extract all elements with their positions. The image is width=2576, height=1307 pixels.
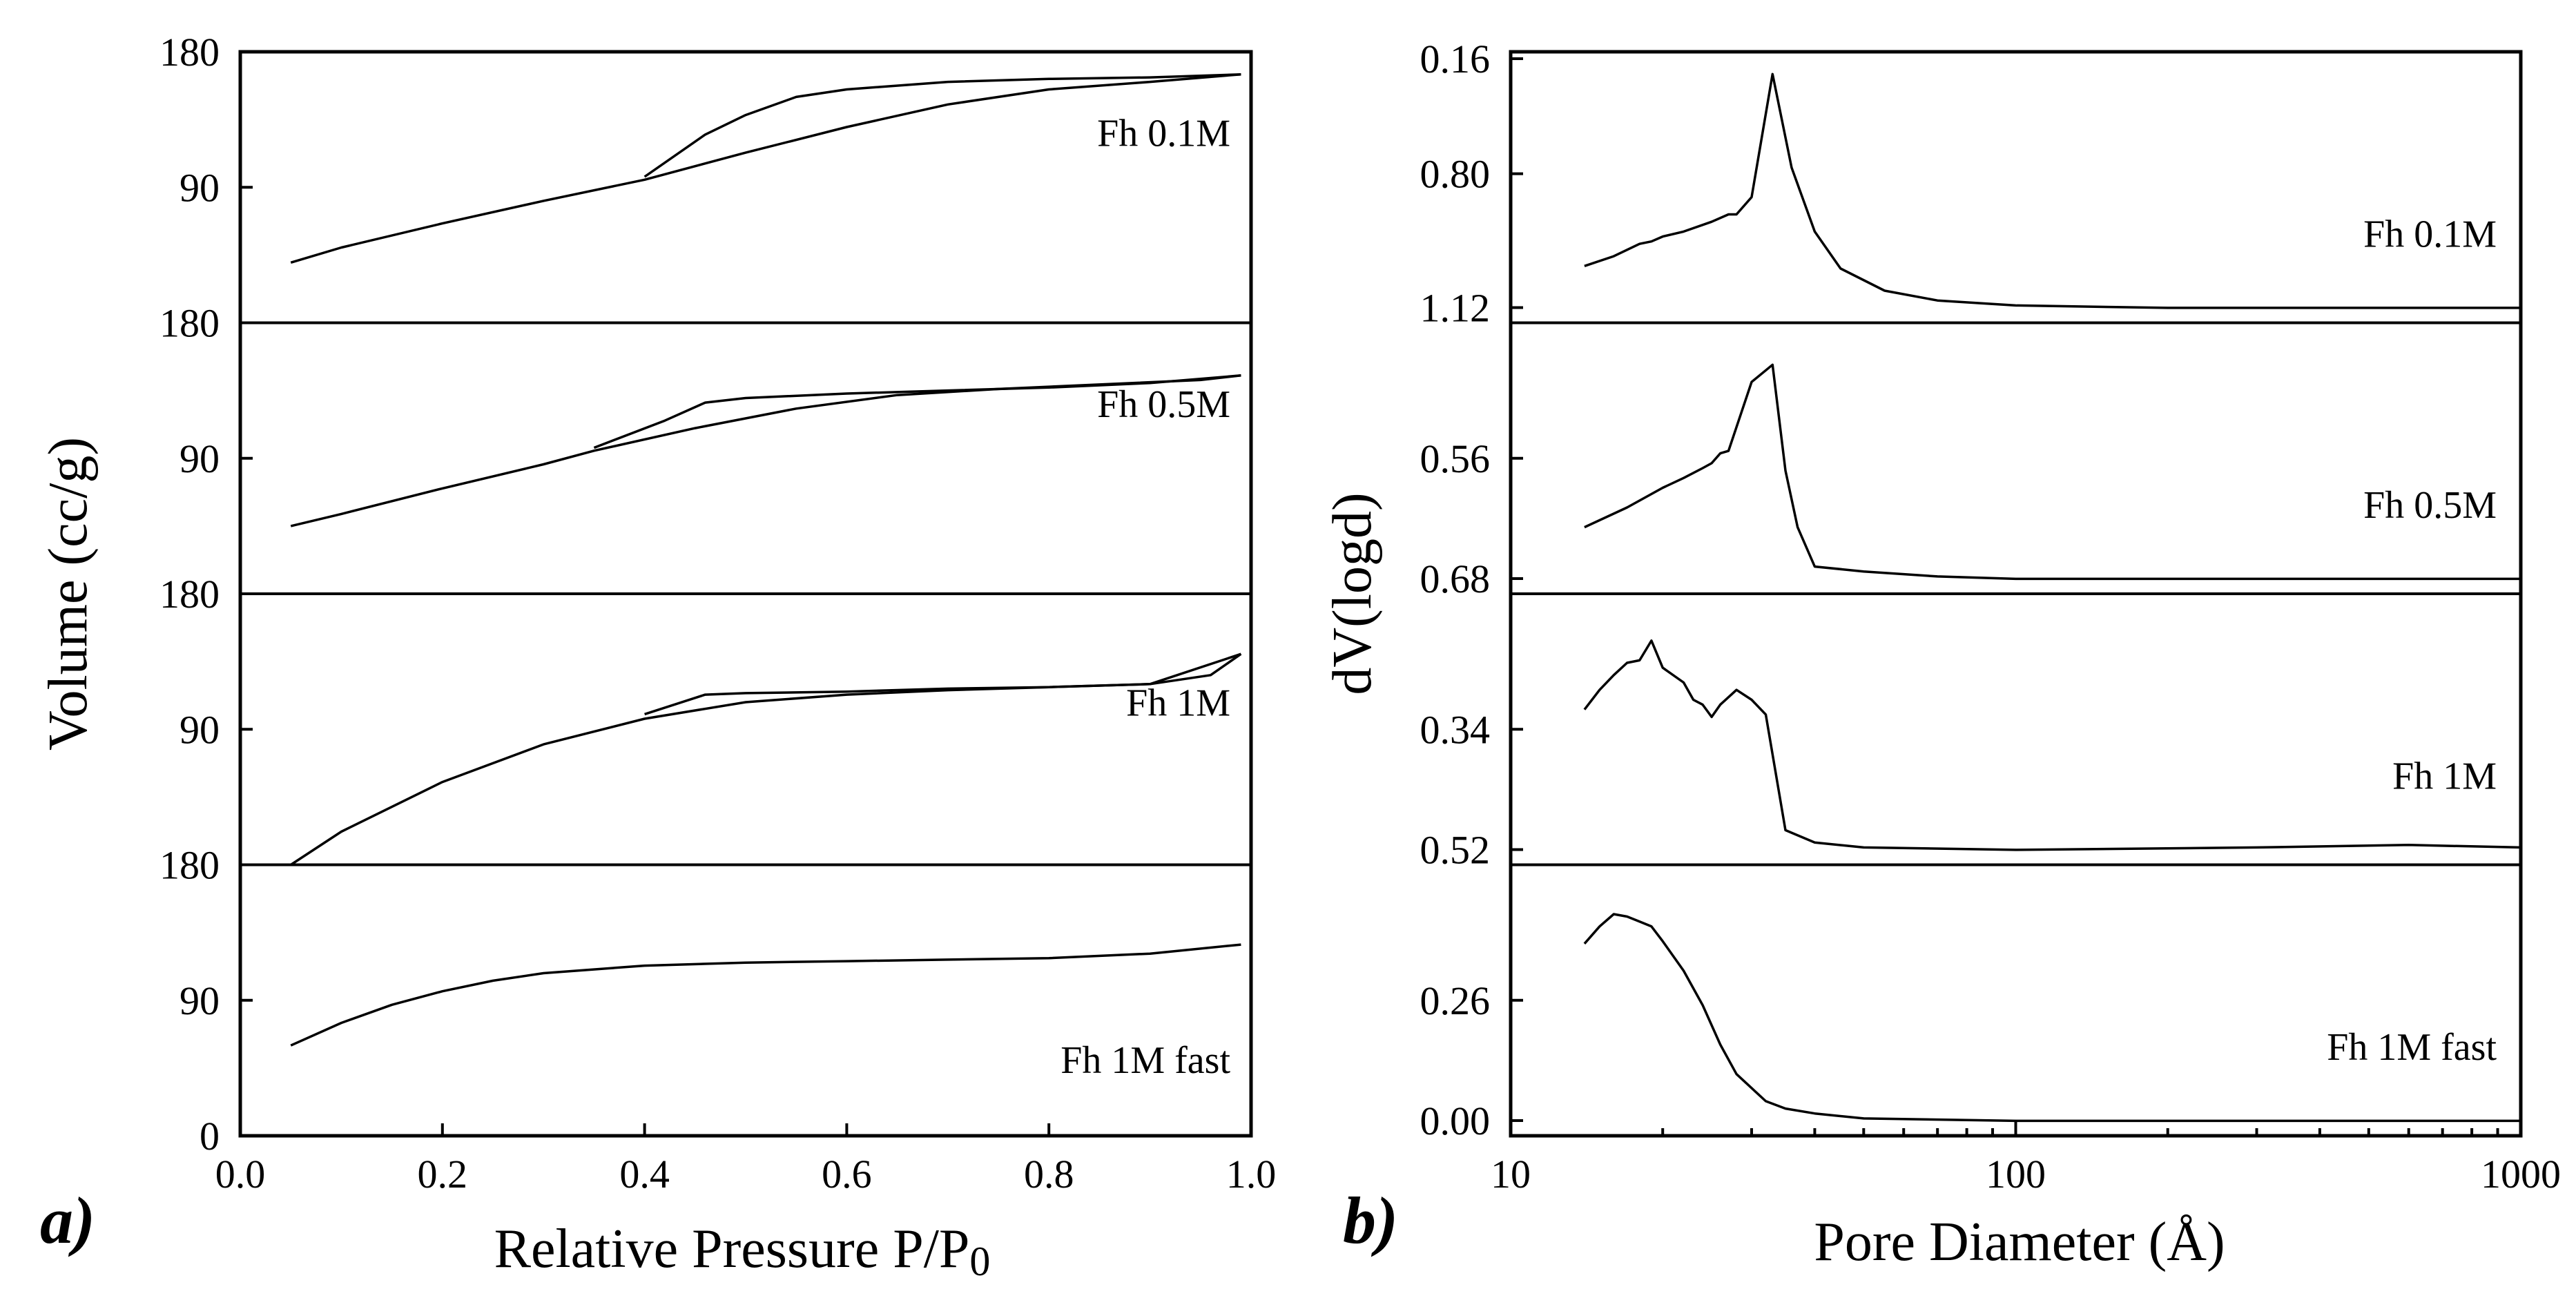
isotherm-adsorption-line bbox=[290, 72, 1241, 264]
panel-b-plots: Fh 0.1M Fh 0.5M Fh 1M Fh 1M fast bbox=[1511, 72, 2521, 1123]
isotherm-adsorption-line bbox=[290, 943, 1241, 1047]
panel-a-y-tick-label: 180 bbox=[159, 572, 220, 617]
panel-b-y-tick-label: 0.56 bbox=[1420, 436, 1491, 481]
panel-b-y-tick-label: 1.12 bbox=[1420, 286, 1491, 331]
panel-b-x-tick-label: 1000 bbox=[2481, 1152, 2561, 1197]
panel-b-x-tick-label: 10 bbox=[1491, 1152, 1531, 1197]
panel-a-x-tick-label: 0.8 bbox=[1024, 1152, 1074, 1197]
panel-a-x-tick-label: 0.2 bbox=[418, 1152, 468, 1197]
isotherm-adsorption-line bbox=[290, 652, 1242, 866]
panel-a-series-label: Fh 0.5M bbox=[1097, 383, 1230, 426]
panel-a-series-label: Fh 0.1M bbox=[1097, 112, 1230, 155]
panel-b-x-axis-title: Pore Diameter (Å) bbox=[1814, 1212, 2225, 1272]
panel-a-y-tick-label: 90 bbox=[180, 978, 220, 1023]
isotherm-desorption-line bbox=[644, 652, 1241, 716]
pore-distribution-line bbox=[1584, 72, 2521, 309]
panel-a-y-tick-label: 180 bbox=[159, 30, 220, 75]
panel-b-series-label: Fh 0.1M bbox=[2363, 213, 2497, 256]
panel-a-y-tick-label: 90 bbox=[180, 436, 220, 481]
panel-b-y-tick-label: 0.34 bbox=[1420, 707, 1491, 752]
panel-b-y-tick-label: 0.80 bbox=[1420, 152, 1491, 197]
panel-b-y-axis-title: dV(logd) bbox=[1322, 492, 1383, 695]
panel-a-y-tick-label: 90 bbox=[180, 165, 220, 210]
panel-a-series-label: Fh 1M bbox=[1126, 681, 1230, 724]
panel-a-plots: Fh 0.1M Fh 0.5M Fh 1M Fh 1M fast bbox=[240, 72, 1251, 1082]
pore-distribution-line bbox=[1584, 363, 2521, 581]
panel-a-y-axis-title: Volume (cc/g) bbox=[38, 437, 99, 751]
panel-a-y-tick-label: 0 bbox=[200, 1114, 220, 1159]
panel-b-series-label: Fh 0.5M bbox=[2363, 484, 2497, 527]
panel-b-series-label: Fh 1M fast bbox=[2327, 1026, 2497, 1069]
panel-b-y-tick-label: 0.52 bbox=[1420, 828, 1491, 873]
panel-b-x-tick-label: 100 bbox=[1986, 1152, 2046, 1197]
panel-a-x-tick-label: 0.6 bbox=[822, 1152, 872, 1197]
panel-b-y-tick-label: 0.00 bbox=[1420, 1098, 1491, 1143]
panel-a-y-tick-label: 180 bbox=[159, 843, 220, 888]
panel-b-y-tick-label: 0.68 bbox=[1420, 556, 1491, 601]
panel-a-y-tick-label: 180 bbox=[159, 301, 220, 346]
pore-distribution-line bbox=[1583, 639, 2521, 851]
pore-distribution-line bbox=[1583, 913, 2521, 1123]
panel-b-y-tick-label: 0.16 bbox=[1420, 37, 1491, 81]
panel-a-y-tick-label: 90 bbox=[180, 707, 220, 752]
panel-a-x-tick-label: 0.0 bbox=[215, 1152, 266, 1197]
panel-a-x-ticks: 0.0 0.2 0.4 0.6 0.8 1.0 bbox=[215, 1123, 1277, 1197]
isotherm-desorption-line bbox=[643, 72, 1241, 178]
panel-b-y-tick-label: 0.26 bbox=[1420, 978, 1491, 1023]
panel-a-x-tick-label: 1.0 bbox=[1226, 1152, 1277, 1197]
panel-a-label: a) bbox=[40, 1183, 95, 1257]
panel-a-x-axis-title: Relative Pressure P/P0 bbox=[494, 1219, 991, 1284]
panel-a-x-tick-label: 0.4 bbox=[619, 1152, 670, 1197]
panel-b-x-ticks: 10 100 1000 bbox=[1491, 1121, 2561, 1197]
panel-b-label: b) bbox=[1343, 1183, 1398, 1257]
panel-a-y-ticks: 90 180 90 180 90 180 0 90 180 bbox=[159, 30, 253, 1159]
panel-b-series-label: Fh 1M bbox=[2392, 755, 2497, 798]
panel-a-series-label: Fh 1M fast bbox=[1061, 1039, 1230, 1082]
isotherm-desorption-line bbox=[593, 374, 1241, 449]
panel-b-y-ticks: 0.16 0.80 1.12 0.56 0.68 0.34 0.52 0.26 0.00 bbox=[1420, 37, 1523, 1143]
